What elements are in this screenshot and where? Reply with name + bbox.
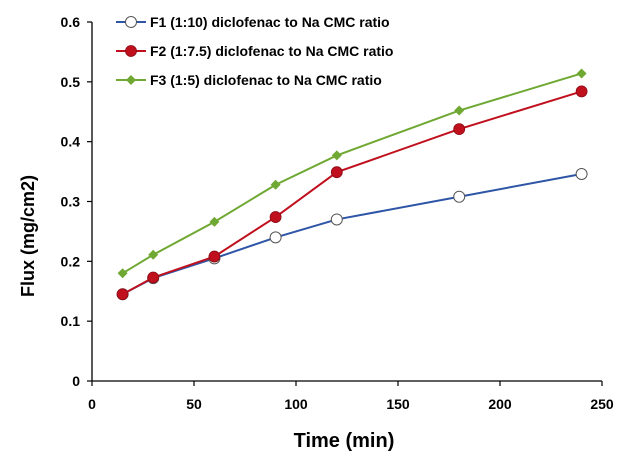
series-line <box>122 72 582 275</box>
data-point-diamond <box>126 75 136 85</box>
series-3 <box>117 68 587 279</box>
x-tick-label: 100 <box>284 396 308 412</box>
data-point-diamond <box>209 216 220 227</box>
data-point-diamond <box>270 179 281 190</box>
legend-item-1: F1 (1:10) diclofenac to Na CMC ratio <box>116 14 390 30</box>
y-tick-label: 0.4 <box>61 134 81 150</box>
x-tick-label: 50 <box>186 396 202 412</box>
series-2 <box>116 85 588 301</box>
data-point-diamond <box>117 268 128 279</box>
legend-item-3: F3 (1:5) diclofenac to Na CMC ratio <box>116 72 382 88</box>
y-tick-label: 0.2 <box>61 253 81 269</box>
series-line <box>122 90 582 296</box>
data-point-filled-circle <box>208 250 221 263</box>
data-point-open-circle <box>269 231 282 244</box>
y-tick-label: 0.5 <box>61 74 81 90</box>
y-tick-label: 0.3 <box>61 194 81 210</box>
legend-label: F1 (1:10) diclofenac to Na CMC ratio <box>150 14 390 30</box>
data-point-open-circle <box>125 16 137 28</box>
data-point-open-circle <box>453 190 466 203</box>
data-point-filled-circle <box>575 85 588 98</box>
y-axis-label: Flux (mg/cm2) <box>18 175 38 297</box>
data-point-filled-circle <box>116 288 129 301</box>
data-point-diamond <box>331 150 342 161</box>
x-tick-label: 200 <box>488 396 512 412</box>
y-tick-label: 0.6 <box>61 14 81 30</box>
series-1 <box>116 167 588 301</box>
data-point-filled-circle <box>330 166 343 179</box>
legend-label: F3 (1:5) diclofenac to Na CMC ratio <box>150 72 382 88</box>
x-tick-label: 250 <box>590 396 614 412</box>
legend-label: F2 (1:7.5) diclofenac to Na CMC ratio <box>150 43 393 59</box>
data-point-filled-circle <box>453 123 466 136</box>
data-point-filled-circle <box>147 271 160 284</box>
x-tick-label: 150 <box>386 396 410 412</box>
series-group <box>116 68 588 301</box>
x-tick-label: 0 <box>88 396 96 412</box>
y-tick-label: 0 <box>72 373 80 389</box>
legend-item-2: F2 (1:7.5) diclofenac to Na CMC ratio <box>116 43 393 59</box>
data-point-open-circle <box>330 213 343 226</box>
data-point-filled-circle <box>269 211 282 223</box>
x-axis-label: Time (min) <box>294 430 395 452</box>
y-tick-label: 0.1 <box>61 313 81 329</box>
data-point-diamond <box>576 68 587 79</box>
data-point-filled-circle <box>125 45 137 57</box>
legend: F1 (1:10) diclofenac to Na CMC ratio F2 (… <box>116 14 393 88</box>
data-point-diamond <box>454 105 465 116</box>
data-point-open-circle <box>575 167 588 180</box>
axes-group: 0 0.1 0.2 0.3 0.4 0.5 0.6 0 50 100 150 200 250 <box>61 14 614 412</box>
data-point-diamond <box>148 249 159 260</box>
